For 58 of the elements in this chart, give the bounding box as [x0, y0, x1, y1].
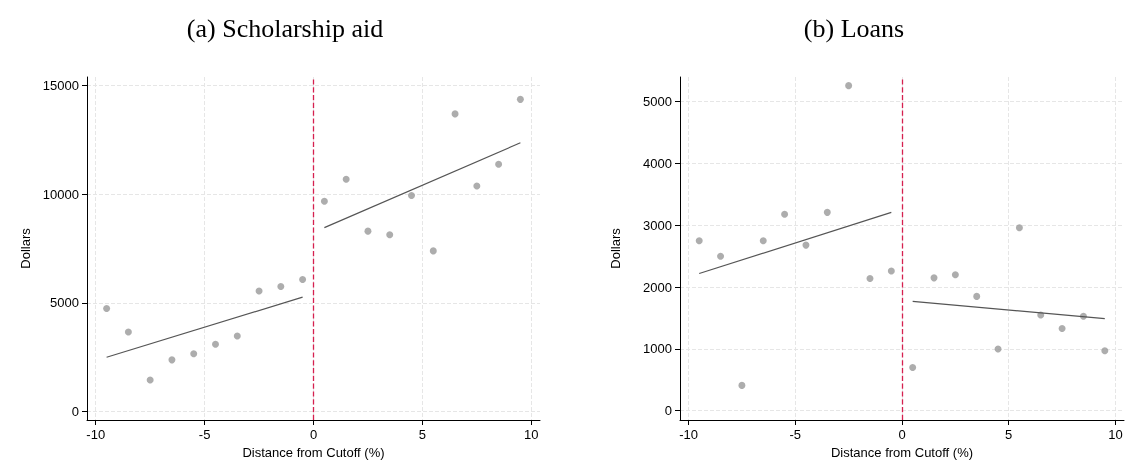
point: [516, 95, 524, 103]
point: [124, 328, 132, 336]
x-tick-label: 5: [1005, 427, 1013, 442]
y-tick-label: 0: [664, 403, 672, 419]
x-tick-label: -10: [86, 427, 106, 442]
point: [909, 363, 917, 371]
x-tick-label: -5: [789, 427, 802, 442]
point: [190, 350, 198, 358]
y-axis-title: Dollars: [17, 227, 33, 269]
point: [473, 182, 481, 190]
x-tick-label: 5: [418, 427, 427, 442]
x-tick-label: 0: [309, 427, 318, 442]
x-tick-label: 10: [1108, 427, 1123, 442]
y-tick-label: 2000: [643, 279, 672, 295]
point: [738, 381, 746, 389]
x-tick-label: -10: [679, 427, 698, 442]
point: [320, 197, 328, 205]
point: [146, 376, 154, 384]
point: [429, 247, 437, 255]
x-tick-label: -5: [198, 427, 211, 442]
point: [212, 340, 219, 348]
point: [823, 208, 831, 216]
y-tick-label: 1000: [643, 341, 672, 357]
x-tick-label: 10: [524, 427, 539, 442]
point: [866, 274, 874, 282]
y-tick-label: 10000: [42, 186, 79, 202]
y-tick-label: 0: [71, 403, 79, 419]
chart-title: (b) Loans: [803, 13, 905, 43]
point: [233, 332, 241, 340]
point: [1015, 224, 1023, 232]
point: [695, 237, 703, 245]
y-tick-label: 3000: [643, 217, 672, 233]
point: [845, 82, 853, 90]
point: [277, 282, 285, 290]
point: [951, 271, 959, 279]
y-tick-label: 5000: [50, 295, 79, 311]
point: [299, 276, 307, 284]
chart-title: (a) Scholarship aid: [186, 13, 384, 43]
point: [495, 160, 503, 168]
point: [781, 210, 789, 218]
point: [408, 192, 415, 200]
y-axis-title: Dollars: [608, 227, 623, 269]
y-tick-label: 4000: [643, 156, 672, 172]
point: [717, 252, 725, 260]
y-tick-label: 5000: [643, 94, 672, 110]
point: [342, 175, 350, 183]
point: [168, 356, 176, 364]
point: [759, 237, 767, 245]
point: [1058, 325, 1066, 333]
point: [887, 267, 895, 275]
point: [103, 304, 111, 312]
point: [973, 292, 981, 300]
point: [386, 231, 394, 239]
y-tick-label: 15000: [42, 78, 79, 94]
point: [1101, 347, 1109, 355]
x-axis-title: Distance from Cutoff (%): [242, 444, 385, 460]
x-tick-label: 0: [898, 427, 906, 442]
x-axis-title: Distance from Cutoff (%): [830, 444, 974, 460]
